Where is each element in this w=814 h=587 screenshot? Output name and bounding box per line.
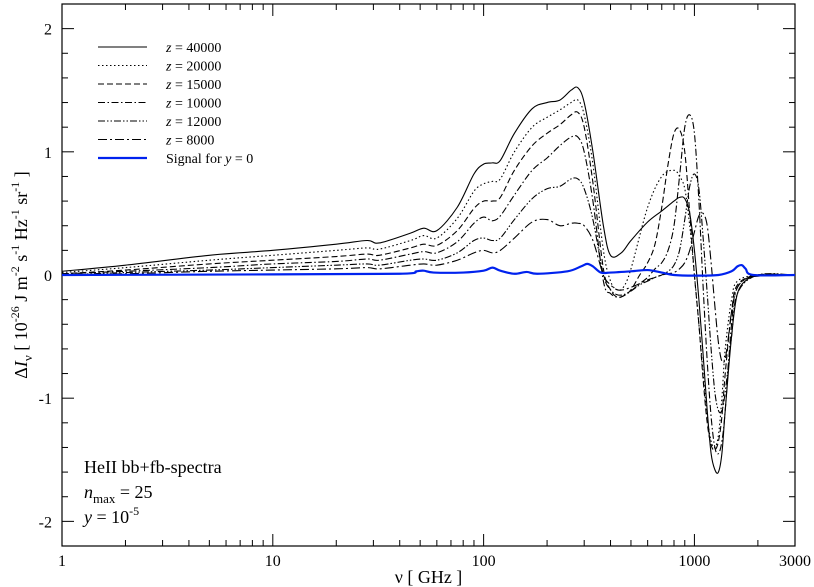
annotation-line-1: HeII bb+fb-spectra [84, 457, 222, 477]
ylabel-hz: Hz [11, 219, 31, 245]
annotation-line-3: y = 10-5 [82, 504, 139, 527]
y-tick-label: 2 [44, 22, 52, 39]
ylabel-sr: sr [11, 192, 31, 210]
y-axis-label: ΔIν [ 10-26 J m-2 s-1 Hz-1 sr-1 ] [8, 171, 35, 379]
legend-label: z = 12000 [165, 115, 221, 130]
x-axis-label: ν [ GHz ] [395, 567, 463, 587]
series-line-0 [62, 86, 795, 474]
series-line-4 [62, 173, 795, 414]
y-tick-label: -1 [39, 391, 52, 408]
ylabel-exp26: -26 [8, 306, 22, 322]
series-layer [62, 86, 795, 474]
ylabel-j: J m [11, 276, 31, 306]
legend-label: z = 15000 [165, 78, 221, 93]
ylabel-open: [ 10 [11, 322, 31, 355]
ylabel-i: I [11, 360, 31, 368]
ylabel-exp1a: -1 [8, 245, 22, 255]
ylabel-exp1c: -1 [8, 182, 22, 192]
ylabel-delta: Δ [11, 367, 31, 379]
ylabel-exp2: -2 [8, 266, 22, 276]
y-tick-label: -2 [39, 514, 52, 531]
x-tick-label: 3000 [779, 553, 811, 570]
ylabel-nu: ν [20, 355, 35, 361]
x-tick-label: 1 [58, 553, 66, 570]
annotation-block: HeII bb+fb-spectra nmax = 25 y = 10-5 [82, 457, 222, 527]
x-tick-label: 10 [265, 553, 281, 570]
x-tick-label: 100 [472, 553, 496, 570]
legend-label: z = 40000 [165, 41, 221, 56]
legend-label: z = 20000 [165, 60, 221, 75]
ylabel-close: ] [11, 171, 31, 182]
legend: z = 40000 z = 20000 z = 15000 z = 10000 z = … [98, 41, 253, 167]
y-tick-label: 0 [44, 268, 52, 285]
series-line-5 [62, 212, 795, 364]
x-tick-label: 1000 [678, 553, 710, 570]
series-line-6 [62, 262, 795, 277]
y-tick-label: 1 [44, 145, 52, 162]
ylabel-s: s [11, 255, 31, 267]
series-line-2 [62, 111, 795, 451]
legend-label: z = 8000 [165, 134, 214, 149]
annotation-line-2: nmax = 25 [84, 482, 153, 506]
legend-label: z = 10000 [165, 97, 221, 112]
axis-ticks: 1 10 100 1000 3000 -2 -1 0 1 2 [39, 3, 811, 570]
ylabel-exp1b: -1 [8, 209, 22, 219]
series-line-3 [62, 114, 795, 455]
legend-label: Signal for y = 0 [166, 152, 253, 167]
